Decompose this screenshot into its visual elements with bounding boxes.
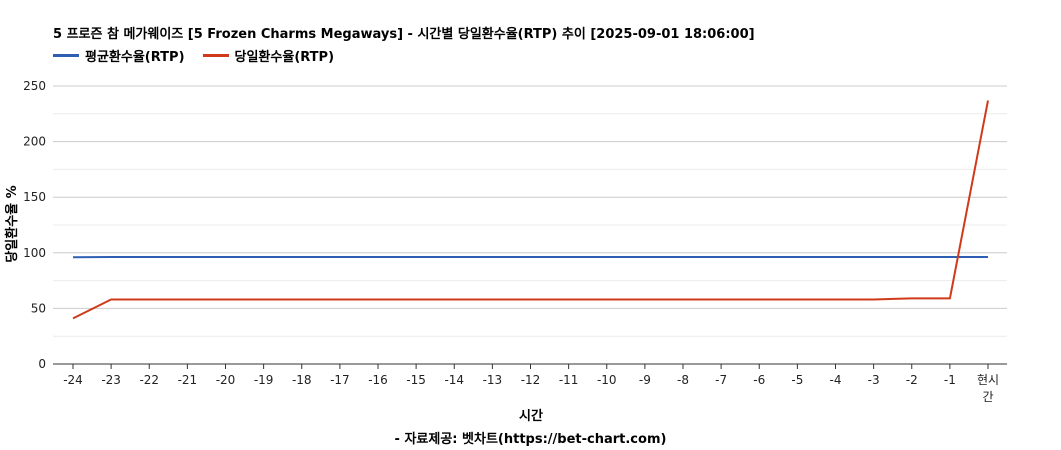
y-tick-labels: 0 50 100 150 200 250 bbox=[23, 79, 46, 371]
chart-title: 5 프로즌 참 메가웨이즈 [5 Frozen Charms Megaways]… bbox=[53, 27, 755, 42]
x-tick-label: -8 bbox=[677, 373, 689, 387]
x-tick-label: -2 bbox=[906, 373, 918, 387]
x-tick-label: -19 bbox=[254, 373, 274, 387]
x-axis-title: 시간 bbox=[519, 408, 543, 424]
x-tick-label: -7 bbox=[715, 373, 727, 387]
legend-swatch-average bbox=[53, 54, 79, 57]
y-tick-label: 250 bbox=[23, 79, 46, 93]
x-tick-label: -11 bbox=[559, 373, 579, 387]
x-tick-label: -6 bbox=[753, 373, 765, 387]
x-tick-label: 현시 간 bbox=[977, 373, 999, 404]
x-tick-label: -10 bbox=[597, 373, 617, 387]
x-tick-label: -13 bbox=[483, 373, 503, 387]
y-tick-label: 200 bbox=[23, 135, 46, 149]
y-axis-title: 당일환수율 % bbox=[4, 185, 20, 262]
y-tick-label: 100 bbox=[23, 246, 46, 260]
x-tick-label: -21 bbox=[178, 373, 198, 387]
x-tick-label: -1 bbox=[944, 373, 956, 387]
y-tick-label: 50 bbox=[31, 301, 46, 315]
x-tick-label: -14 bbox=[444, 373, 464, 387]
grid-lines bbox=[53, 85, 1007, 369]
x-tick-label: -16 bbox=[368, 373, 388, 387]
x-tick-label: -23 bbox=[101, 373, 121, 387]
series-line-daily bbox=[72, 100, 989, 320]
x-tick-label: -17 bbox=[330, 373, 350, 387]
x-tick-labels: -24 -23 -22 -21 -20 -19 -18 -17 -16 -15 -14 -13 -12 -… bbox=[63, 373, 999, 404]
source-caption: - 자료제공: 벳차트(https://bet-chart.com) bbox=[394, 432, 667, 447]
x-tick-label: -5 bbox=[791, 373, 803, 387]
y-tick-label: 0 bbox=[38, 357, 46, 371]
x-tick-label: -18 bbox=[292, 373, 312, 387]
legend: 평균환수율(RTP) 당일환수율(RTP) bbox=[53, 46, 334, 65]
legend-label-average: 평균환수율(RTP) bbox=[85, 50, 185, 65]
legend-item-average[interactable]: 평균환수율(RTP) bbox=[53, 46, 185, 65]
x-tick-label: -24 bbox=[63, 373, 83, 387]
y-tick-label: 150 bbox=[23, 190, 46, 204]
series-lines bbox=[72, 100, 989, 320]
x-tick-label: -3 bbox=[868, 373, 880, 387]
legend-swatch-daily bbox=[202, 54, 229, 57]
x-tick-label: -20 bbox=[216, 373, 236, 387]
x-tick-label: -4 bbox=[830, 373, 842, 387]
legend-item-daily[interactable]: 당일환수율(RTP) bbox=[202, 46, 335, 65]
x-tick-label: -9 bbox=[639, 373, 651, 387]
legend-label-daily: 당일환수율(RTP) bbox=[234, 50, 335, 65]
x-tick-label: -22 bbox=[139, 373, 159, 387]
x-tick-label: -15 bbox=[406, 373, 426, 387]
x-tick-label: -12 bbox=[521, 373, 541, 387]
